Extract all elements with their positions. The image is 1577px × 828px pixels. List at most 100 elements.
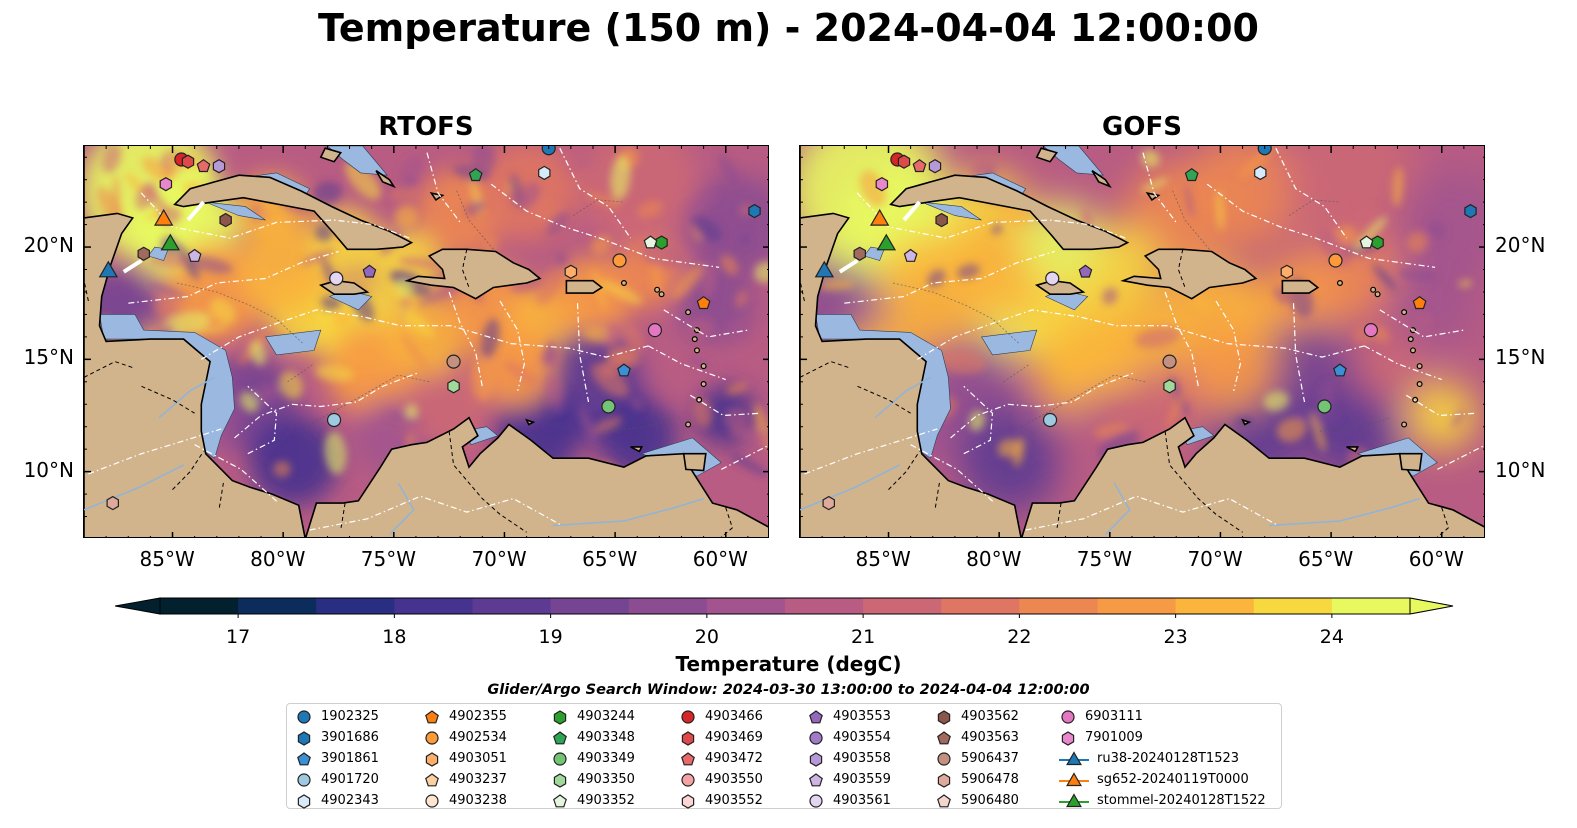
legend-column: 1902325 3901686 3901861 4901720 4902343 <box>295 706 379 811</box>
colorbar-segment <box>628 598 708 614</box>
legend-label: 4903554 <box>833 730 891 745</box>
legend-item: sg652-20240119T0000 <box>1059 769 1266 790</box>
legend-marker-icon <box>937 793 951 807</box>
colorbar-tick-label: 23 <box>1163 626 1188 648</box>
x-tick-label-rtofs: 70°W <box>471 547 527 571</box>
legend-marker-icon <box>553 751 567 766</box>
legend-label: 4903552 <box>705 793 763 808</box>
colorbar-tick-label: 24 <box>1319 626 1344 648</box>
map-panel-gofs <box>799 145 1485 538</box>
colorbar-segment <box>472 598 552 614</box>
legend-label: ru38-20240128T1523 <box>1097 751 1240 766</box>
legend-marker-icon <box>809 709 823 723</box>
obs-4903350 <box>1163 379 1176 394</box>
obs-4903051 <box>564 264 578 279</box>
x-tick-label-gofs: 85°W <box>855 547 911 571</box>
colorbar-segment <box>316 598 395 614</box>
legend-item: 4903237 <box>423 769 507 790</box>
legend-item: stommel-20240128T1522 <box>1059 790 1266 811</box>
colorbar-segment <box>785 598 864 614</box>
legend-marker-icon <box>297 730 311 746</box>
legend-item: 4903558 <box>807 748 891 769</box>
legend-label: 4903466 <box>705 709 763 724</box>
legend-label: 4903238 <box>449 793 507 808</box>
map-panel-rtofs <box>83 145 769 538</box>
obs-4903349 <box>601 399 616 414</box>
x-tick-label-gofs: 65°W <box>1298 547 1354 571</box>
legend-item: 4903469 <box>679 727 763 748</box>
x-tick-label-gofs: 60°W <box>1408 547 1464 571</box>
obs-3901861 <box>617 363 631 377</box>
legend-marker-icon <box>553 730 567 744</box>
legend-item: 3901861 <box>295 748 379 769</box>
legend-label: 4903051 <box>449 751 507 766</box>
legend-item: 4903466 <box>679 706 763 727</box>
legend-label: 5906480 <box>961 793 1019 808</box>
obs-1902325 <box>541 146 556 156</box>
legend-item: 4903051 <box>423 748 507 769</box>
colorbar-label: Temperature (degC) <box>675 652 902 676</box>
legend-marker-icon <box>809 772 823 786</box>
obs-6903111 <box>1363 323 1379 338</box>
legend-marker-icon <box>937 772 951 788</box>
legend-marker-icon <box>937 730 951 744</box>
panel-title-rtofs: RTOFS <box>378 112 474 142</box>
obs-4903558 <box>928 159 942 174</box>
legend-marker-icon <box>297 772 311 787</box>
legend-marker-icon <box>553 709 567 725</box>
legend-item: 4903348 <box>551 727 635 748</box>
colorbar-segment <box>941 598 1020 614</box>
legend-item: 4903550 <box>679 769 763 790</box>
obs-4903469 <box>181 154 195 169</box>
obs-4903559 <box>903 248 918 262</box>
x-tick-label-rtofs: 80°W <box>250 547 306 571</box>
obs-stommel-20240128T1522 <box>876 233 897 251</box>
obs-6903111 <box>647 323 663 338</box>
x-tick-label-rtofs: 75°W <box>360 547 417 571</box>
obs-4903469 <box>897 154 911 169</box>
colorbar-segment <box>1253 598 1333 614</box>
obs-3901686 <box>748 203 761 219</box>
legend-label: 4903348 <box>577 730 635 745</box>
legend-marker-icon <box>425 709 439 723</box>
legend-label: 4902343 <box>321 793 379 808</box>
legend-marker-icon <box>681 751 695 765</box>
legend-item: 7901009 <box>1059 727 1266 748</box>
legend-marker-icon <box>553 793 567 807</box>
legend-marker-icon <box>681 772 695 787</box>
obs-4903349 <box>1317 399 1332 414</box>
legend-item: 4903244 <box>551 706 635 727</box>
x-tick-label-gofs: 75°W <box>1076 547 1133 571</box>
legend-label: 4902355 <box>449 709 507 724</box>
obs-4903352 <box>643 235 658 249</box>
legend-item: 4903553 <box>807 706 891 727</box>
colorbar-tick-label: 17 <box>226 626 251 648</box>
obs-ru38-20240128T1523 <box>98 260 119 278</box>
colorbar-segment <box>1331 598 1411 614</box>
legend-marker-icon <box>297 751 311 765</box>
legend-label: 1902325 <box>321 709 379 724</box>
colorbar-segment <box>160 598 239 614</box>
legend-label: 4901720 <box>321 772 379 787</box>
legend-item: 5906437 <box>935 748 1019 769</box>
obs-4903561 <box>329 271 344 286</box>
obs-4902534 <box>612 253 627 268</box>
legend-label: 4903469 <box>705 730 763 745</box>
legend-marker-icon <box>937 709 951 725</box>
colorbar-segment <box>706 598 786 614</box>
obs-4903561 <box>1045 271 1060 286</box>
obs-4903553 <box>362 264 377 278</box>
figure-title: Temperature (150 m) - 2024-04-04 12:00:0… <box>317 6 1259 50</box>
legend-item: 4902343 <box>295 790 379 811</box>
obs-4903553 <box>1078 264 1093 278</box>
colorbar-tick-label: 22 <box>1007 626 1032 648</box>
legend-item: 4903350 <box>551 769 635 790</box>
legend-column: 4903244 4903348 4903349 4903350 4903352 <box>551 706 635 811</box>
legend-marker-icon <box>1059 792 1089 807</box>
obs-5906478 <box>106 495 120 511</box>
legend-item: 4902534 <box>423 727 507 748</box>
obs-5906437 <box>446 354 461 369</box>
y-tick-label-right: 20°N <box>1495 233 1546 258</box>
obs-4903558 <box>212 159 226 174</box>
legend-item: 4903554 <box>807 727 891 748</box>
